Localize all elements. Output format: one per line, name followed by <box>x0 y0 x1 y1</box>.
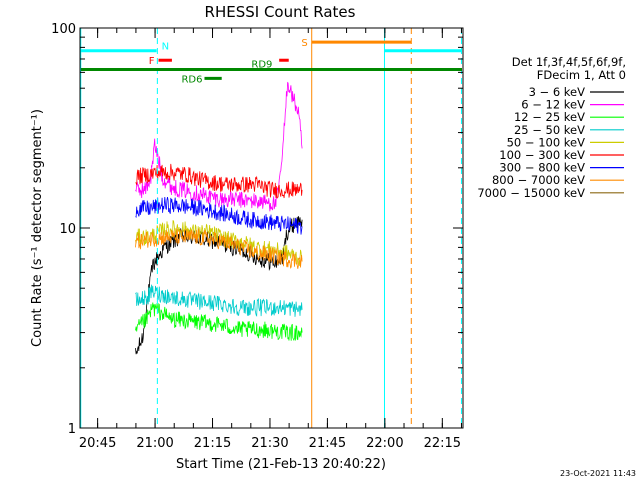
x-tick-label-3: 21:15 <box>194 436 231 451</box>
legend-entry-2: 6 − 12 keV <box>521 98 624 112</box>
state-bar-label-6: RD9 <box>251 60 272 71</box>
series-8 <box>135 227 303 269</box>
state-bar-label-7: RD6 <box>181 74 202 85</box>
y-tick-label-1: 1 <box>68 422 76 437</box>
legend-label-3: 12 − 25 keV <box>514 110 585 124</box>
x-tick-label-4: 21:30 <box>251 436 288 451</box>
legend-entry-1: 3 − 6 keV <box>529 85 624 99</box>
legend-label-1: 3 − 6 keV <box>529 85 586 99</box>
series-8-trace-1 <box>135 227 303 269</box>
x-tick-label-6: 22:00 <box>366 436 403 451</box>
x-tick-label-5: 21:45 <box>309 436 346 451</box>
legend-entry-3: 12 − 25 keV <box>514 110 624 124</box>
legend-label-8: 800 − 7000 keV <box>492 173 585 187</box>
y-axis-label: Count Rate (s⁻¹ detector segment⁻¹) <box>30 109 45 347</box>
legend-label-4: 25 − 50 keV <box>514 123 585 137</box>
series-3-trace-1 <box>135 302 303 342</box>
x-tick-label-1: 20:45 <box>79 436 116 451</box>
chart-title: RHESSI Count Rates <box>205 3 356 21</box>
y-tick-label-3: 100 <box>51 22 76 37</box>
legend-entry-5: 50 − 100 keV <box>507 135 624 149</box>
legend-label-2: 6 − 12 keV <box>521 98 585 112</box>
legend-entry-8: 800 − 7000 keV <box>492 173 624 187</box>
series-6-trace-1 <box>135 163 303 199</box>
annotation-layer: NF S RD9 RD6 <box>80 28 462 428</box>
series-4 <box>135 284 303 317</box>
legend-entry-9: 7000 − 15000 keV <box>477 186 624 200</box>
state-bar-label-5: S <box>301 38 307 49</box>
x-axis-label: Start Time (21-Feb-13 20:40:22) <box>176 457 386 472</box>
legend-label-6: 100 − 300 keV <box>499 148 585 162</box>
legend: Det 1f,3f,4f,5f,6f,9f, FDecim 1, Att 0 3… <box>477 55 626 200</box>
axis-layer: 1 10 100 20:45 21:00 21:15 21:30 21:45 22:00 22:1… <box>51 22 463 451</box>
series-7 <box>135 196 303 235</box>
series-4-trace-1 <box>135 284 303 317</box>
series-layer <box>135 81 303 355</box>
series-2-trace-1 <box>135 81 303 212</box>
series-3 <box>135 302 303 342</box>
legend-header-line-2: FDecim 1, Att 0 <box>537 68 626 82</box>
legend-entry-6: 100 − 300 keV <box>499 148 624 162</box>
legend-label-9: 7000 − 15000 keV <box>477 186 585 200</box>
state-bar-label-1: N <box>162 42 169 53</box>
timestamp: 23-Oct-2021 11:43 <box>560 469 636 478</box>
x-tick-label-7: 22:15 <box>424 436 461 451</box>
legend-label-5: 50 − 100 keV <box>507 135 586 149</box>
series-6 <box>135 163 303 199</box>
legend-entry-7: 300 − 800 keV <box>499 161 624 175</box>
legend-label-7: 300 − 800 keV <box>499 161 585 175</box>
x-tick-label-2: 21:00 <box>136 436 173 451</box>
series-2 <box>135 81 303 212</box>
series-7-trace-1 <box>135 196 303 235</box>
legend-header-line-1: Det 1f,3f,4f,5f,6f,9f, <box>512 55 626 69</box>
legend-entry-4: 25 − 50 keV <box>514 123 624 137</box>
state-bar-label-3: F <box>149 56 155 67</box>
y-tick-label-2: 10 <box>59 222 76 237</box>
